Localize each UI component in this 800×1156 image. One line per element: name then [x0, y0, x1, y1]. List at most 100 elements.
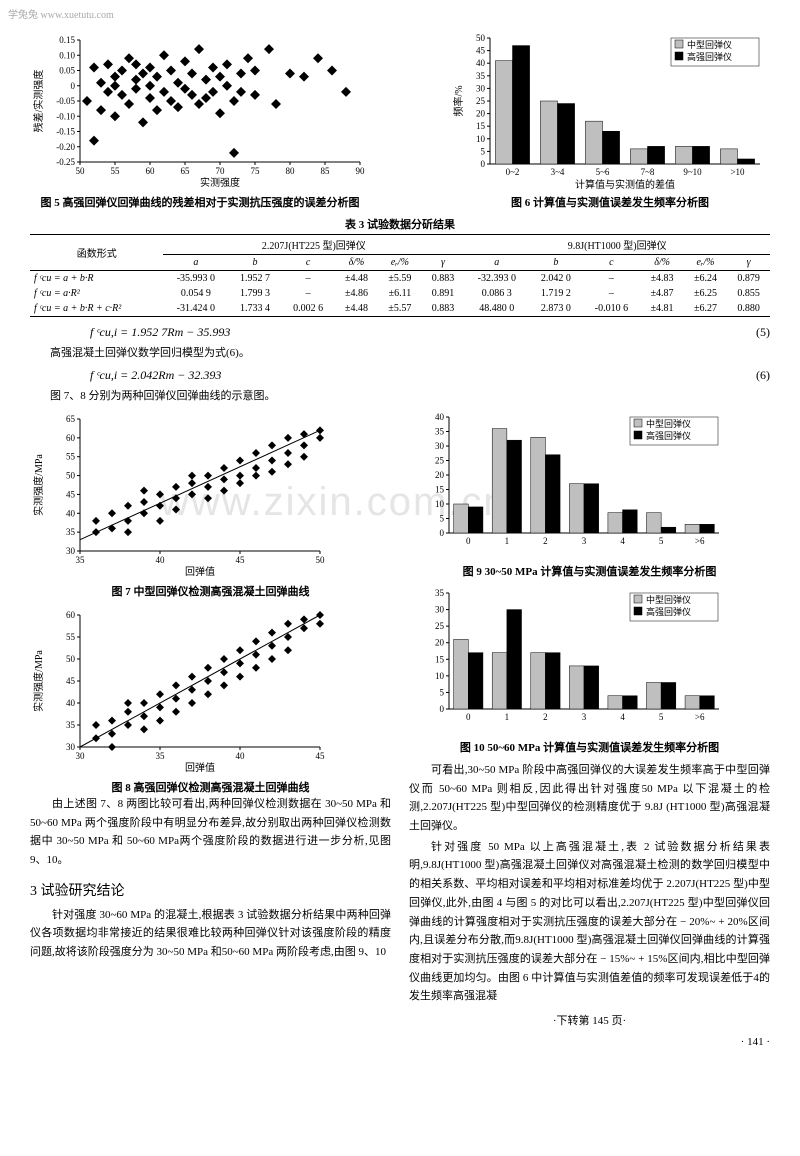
svg-text:频率/%: 频率/% [452, 85, 465, 116]
svg-text:30: 30 [66, 742, 76, 752]
svg-text:75: 75 [251, 166, 261, 176]
svg-text:4: 4 [620, 712, 625, 722]
svg-text:20: 20 [435, 470, 445, 480]
svg-text:60: 60 [66, 610, 76, 620]
svg-text:0: 0 [466, 712, 471, 722]
svg-text:55: 55 [66, 632, 76, 642]
fig8-caption: 图 8 高强回弹仪检测高强混凝土回弹曲线 [30, 779, 391, 795]
fig8-chart: 3035404530354045505560回弹值实测强度/MPa [30, 605, 330, 775]
page-number: · 141 · [409, 1036, 770, 1048]
section-3-title: 3 试验研究结论 [30, 880, 391, 900]
svg-text:5: 5 [440, 514, 445, 524]
svg-text:65: 65 [181, 166, 191, 176]
svg-text:40: 40 [476, 58, 486, 68]
svg-text:70: 70 [216, 166, 226, 176]
svg-text:40: 40 [435, 412, 445, 422]
eq5-text: f ᶜcu,i = 1.952 7Rm − 35.993 [90, 325, 730, 340]
svg-text:45: 45 [66, 676, 76, 686]
eq6-text: f ᶜcu,i = 2.042Rm − 32.393 [90, 368, 730, 383]
svg-text:15: 15 [435, 485, 445, 495]
table3-g2: 9.8J(HT1000 型)回弹仪 [464, 235, 770, 255]
svg-text:1: 1 [505, 536, 510, 546]
fig10-caption: 图 10 50~60 MPa 计算值与实测值误差发生频率分析图 [409, 739, 770, 755]
right-column: 0510152025303540012345>6中型回弹仪高强回弹仪 图 9 3… [409, 409, 770, 1048]
svg-text:残差/实测强度: 残差/实测强度 [32, 70, 45, 133]
fig6-block: 051015202530354045500~23~45~67~89~10>10计… [450, 30, 770, 210]
svg-text:0~2: 0~2 [506, 167, 520, 177]
fig9-caption: 图 9 30~50 MPa 计算值与实测值误差发生频率分析图 [409, 563, 770, 579]
svg-text:5: 5 [481, 146, 486, 156]
svg-text:45: 45 [66, 489, 76, 499]
svg-text:1: 1 [505, 712, 510, 722]
right-p2: 针对强度 50 MPa 以上高强混凝土,表 2 试验数据分析结果表明,9.8J(… [409, 838, 770, 1006]
table3-g1: 2.207J(HT225 型)回弹仪 [163, 235, 464, 255]
watermark-top: 学兔兔 www.xuetutu.com [8, 6, 114, 21]
svg-text:20: 20 [476, 109, 486, 119]
svg-text:2: 2 [543, 712, 548, 722]
svg-text:0.15: 0.15 [59, 35, 75, 45]
svg-text:20: 20 [435, 638, 445, 648]
left-p2: 针对强度 30~60 MPa 的混凝土,根据表 3 试验数据分析结果中两种回弹仪… [30, 906, 391, 962]
eq6-num: (6) [730, 368, 770, 383]
svg-text:15: 15 [476, 121, 486, 131]
svg-text:中型回弹仪: 中型回弹仪 [687, 39, 732, 50]
svg-text:>6: >6 [695, 536, 705, 546]
svg-text:85: 85 [321, 166, 331, 176]
svg-text:10: 10 [435, 499, 445, 509]
eq-after: 图 7、8 分别为两种回弹仪回弹曲线的示意图。 [50, 387, 770, 403]
svg-text:30: 30 [76, 751, 86, 761]
svg-text:0: 0 [440, 704, 445, 714]
svg-text:35: 35 [435, 588, 445, 598]
svg-text:90: 90 [356, 166, 366, 176]
svg-text:35: 35 [435, 427, 445, 437]
svg-text:5: 5 [440, 687, 445, 697]
svg-text:50: 50 [66, 654, 76, 664]
svg-text:-0.20: -0.20 [56, 142, 75, 152]
svg-text:60: 60 [66, 433, 76, 443]
table3: 函数形式 2.207J(HT225 型)回弹仪 9.8J(HT1000 型)回弹… [30, 234, 770, 317]
svg-text:0.10: 0.10 [59, 50, 75, 60]
continue-note: ·下转第 145 页· [409, 1012, 770, 1028]
eq6: f ᶜcu,i = 2.042Rm − 32.393 (6) [90, 368, 770, 383]
svg-text:35: 35 [66, 720, 76, 730]
svg-text:30: 30 [476, 83, 486, 93]
svg-text:高强回弹仪: 高强回弹仪 [687, 51, 732, 62]
svg-text:3: 3 [582, 712, 587, 722]
svg-text:-0.10: -0.10 [56, 111, 75, 121]
svg-text:>6: >6 [695, 712, 705, 722]
svg-text:-0.15: -0.15 [56, 127, 75, 137]
left-p1: 由上述图 7、8 两图比较可看出,两种回弹仪检测数据在 30~50 MPa 和 … [30, 795, 391, 870]
svg-text:30: 30 [435, 441, 445, 451]
svg-text:15: 15 [435, 654, 445, 664]
svg-text:55: 55 [111, 166, 121, 176]
svg-text:45: 45 [476, 46, 486, 56]
svg-text:30: 30 [66, 546, 76, 556]
svg-text:10: 10 [435, 671, 445, 681]
svg-text:35: 35 [76, 555, 86, 565]
svg-text:80: 80 [286, 166, 296, 176]
table3-rowhdr: 函数形式 [30, 235, 163, 271]
svg-text:0: 0 [466, 536, 471, 546]
svg-text:45: 45 [236, 555, 246, 565]
fig10-chart: 05101520253035012345>6中型回弹仪高强回弹仪 [409, 585, 729, 735]
eq5: f ᶜcu,i = 1.952 7Rm − 35.993 (5) [90, 325, 770, 340]
fig7-chart: 354045503035404550556065回弹值实测强度/MPa [30, 409, 330, 579]
svg-text:3~4: 3~4 [551, 167, 565, 177]
svg-text:60: 60 [146, 166, 156, 176]
svg-text:中型回弹仪: 中型回弹仪 [646, 594, 691, 605]
svg-text:55: 55 [66, 452, 76, 462]
svg-text:高强回弹仪: 高强回弹仪 [646, 606, 691, 617]
fig7-caption: 图 7 中型回弹仪检测高强混凝土回弹曲线 [30, 583, 391, 599]
fig5-block: 505560657075808590-0.25-0.20-0.15-0.10-0… [30, 30, 370, 210]
svg-text:中型回弹仪: 中型回弹仪 [646, 418, 691, 429]
svg-text:回弹值: 回弹值 [185, 565, 215, 578]
fig6-chart: 051015202530354045500~23~45~67~89~10>10计… [450, 30, 770, 190]
svg-text:0: 0 [481, 159, 486, 169]
svg-text:25: 25 [476, 96, 486, 106]
svg-text:50: 50 [316, 555, 326, 565]
svg-text:50: 50 [66, 471, 76, 481]
svg-text:0: 0 [440, 528, 445, 538]
svg-text:40: 40 [66, 698, 76, 708]
svg-text:10: 10 [476, 134, 486, 144]
svg-text:计算值与实测值的差值: 计算值与实测值的差值 [575, 178, 675, 190]
